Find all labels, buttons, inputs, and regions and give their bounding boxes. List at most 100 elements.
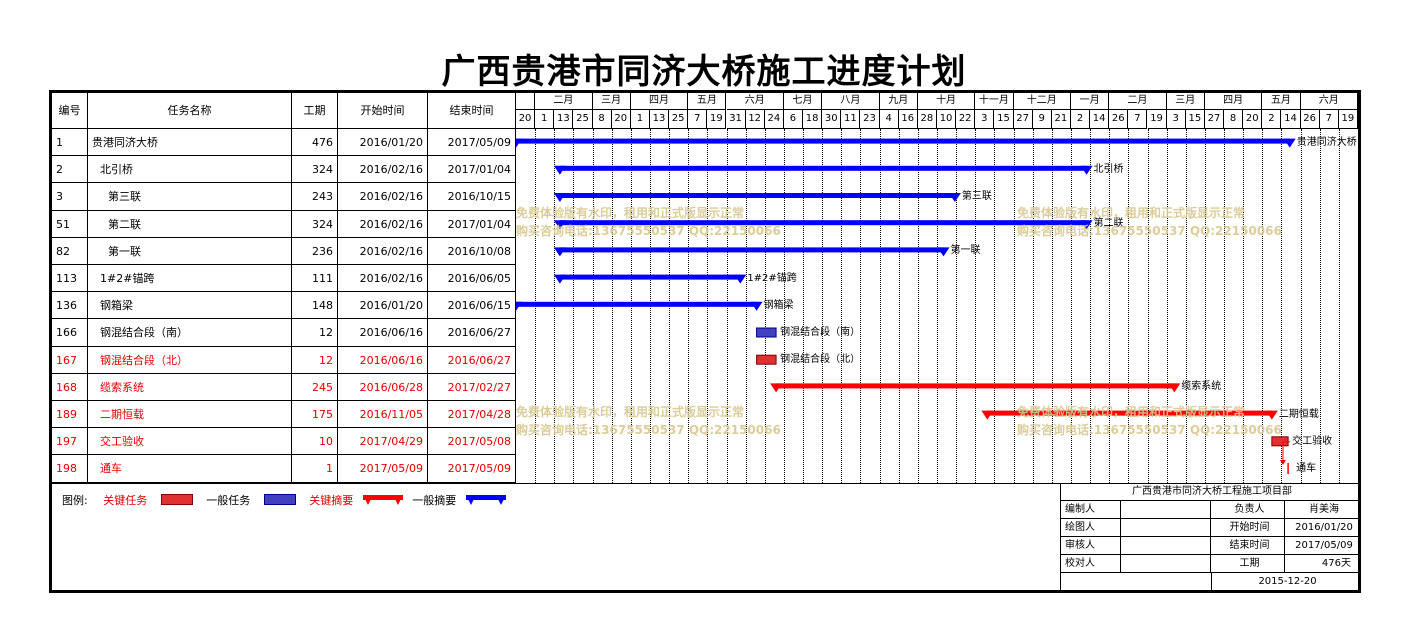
- timeline-month: 七月: [783, 93, 823, 110]
- bar-label: 二期恒载: [1278, 408, 1319, 420]
- info-editor-value: [1121, 501, 1211, 519]
- timeline-day: 13: [649, 110, 670, 129]
- info-reviewer-value: [1121, 537, 1211, 555]
- cell-id: 2: [52, 156, 88, 184]
- timeline-day: 23: [860, 110, 880, 129]
- grid-line: [803, 129, 805, 483]
- timeline-month: 五月: [1262, 93, 1301, 110]
- timeline-month-blank: [516, 93, 536, 110]
- timeline-day: 24: [764, 110, 784, 129]
- legend-normal-summary-label: 一般摘要: [412, 494, 457, 507]
- legend-critical-summary-swatch: [362, 495, 403, 505]
- bar-label: 1#2#锚跨: [747, 272, 797, 284]
- info-checker-value: [1121, 555, 1211, 573]
- cell-end: 2016/06/15: [428, 292, 516, 320]
- cell-end: 2016/06/27: [428, 346, 516, 374]
- timeline-day: 28: [917, 110, 937, 129]
- grid-line: [1185, 129, 1187, 483]
- bar-label: 钢混结合段（南）: [780, 327, 861, 338]
- grid-line: [1243, 129, 1245, 483]
- cell-start: 2016/02/16: [338, 265, 428, 293]
- timeline-day: 12: [745, 110, 765, 129]
- info-date: 2015-12-20: [1211, 573, 1359, 590]
- cell-duration: 10: [292, 428, 338, 456]
- dependency-arrowhead: [1279, 460, 1286, 465]
- legend-critical-summary-label: 关键摘要: [309, 494, 354, 507]
- cell-start: 2016/02/16: [338, 210, 428, 238]
- bar-label: 缆索系统: [1181, 381, 1222, 393]
- timeline-header: 20 1 13 25 8 20 1 13 25 7 19 31 12 24 6 18 30 11 23 4 16 28 10…: [516, 93, 1358, 129]
- timeline-day: 22: [956, 110, 976, 129]
- grid-line: [783, 129, 785, 483]
- grid-line: [1051, 129, 1053, 483]
- info-drawer-label: 绘图人: [1061, 519, 1121, 537]
- cell-end: 2017/05/09: [428, 455, 516, 483]
- cell-id: 3: [52, 183, 88, 211]
- cell-name: 交工验收: [88, 428, 292, 456]
- info-checker-label: 校对人: [1061, 555, 1121, 573]
- cell-name: 钢混结合段（南）: [88, 319, 292, 347]
- cell-id: 1: [52, 129, 88, 157]
- timeline-day: 1: [535, 110, 555, 129]
- cell-name: 二期恒载: [88, 401, 292, 429]
- timeline-month: 八月: [822, 93, 880, 110]
- cell-name: 贵港同济大桥: [88, 129, 292, 157]
- cell-id: 136: [52, 292, 88, 320]
- cell-id: 166: [52, 319, 88, 347]
- gantt-bar: [553, 165, 1093, 175]
- timeline-day: 3: [975, 110, 995, 129]
- timeline-month: 十二月: [1013, 93, 1071, 110]
- timeline-day: 27: [1013, 110, 1033, 129]
- header-start: 开始时间: [338, 93, 428, 129]
- timeline-day: 20: [516, 110, 536, 129]
- info-org: 广西贵港市同济大桥工程施工项目部: [1061, 483, 1359, 501]
- timeline-day: 10: [937, 110, 957, 129]
- timeline-day: 19: [1147, 110, 1167, 129]
- timeline-day: 15: [1185, 110, 1205, 129]
- grid-line: [1070, 129, 1072, 483]
- cell-name: 钢箱梁: [88, 292, 292, 320]
- timeline-month: 三月: [1166, 93, 1205, 110]
- timeline-day: 7: [1128, 110, 1148, 129]
- legend-normal-summary-swatch: [465, 495, 506, 505]
- watermark: 免费体验版有水印，租用和正式版显示正常 购买咨询电话:13675550537 Q…: [516, 403, 781, 439]
- watermark-line2: 购买咨询电话:13675550537 QQ:22150066: [516, 423, 781, 437]
- timeline-day: 4: [879, 110, 899, 129]
- cell-name: 第一联: [88, 237, 292, 265]
- legend-normal-task-swatch: [263, 494, 296, 505]
- cell-id: 197: [52, 428, 88, 456]
- bar-label: 第一联: [950, 245, 981, 257]
- cell-start: 2016/01/20: [338, 292, 428, 320]
- divider: [52, 483, 1358, 484]
- timeline-month: 十月: [917, 93, 976, 110]
- timeline-month: 二月: [535, 93, 593, 110]
- timeline-day: 21: [1051, 110, 1071, 129]
- grid-line: [860, 129, 862, 483]
- timeline-day: 27: [1204, 110, 1225, 129]
- header-id: 编号: [52, 93, 88, 129]
- info-drawer-value: [1121, 519, 1211, 537]
- watermark: 免费体验版有水印，租用和正式版显示正常 购买咨询电话:13675550537 Q…: [1017, 403, 1282, 439]
- grid-line: [1204, 129, 1206, 483]
- cell-id: 189: [52, 401, 88, 429]
- info-block: 广西贵港市同济大桥工程施工项目部 编制人 负责人 肖美海 绘图人 开始时间 20…: [1060, 483, 1359, 590]
- timeline-day: 11: [841, 110, 861, 129]
- gantt-bar: [516, 301, 763, 311]
- timeline-day: 16: [898, 110, 918, 129]
- grid-line: [1262, 129, 1264, 483]
- timeline-day: 8: [592, 110, 612, 129]
- watermark-line2: 购买咨询电话:13675550537 QQ:22150066: [516, 224, 781, 238]
- cell-start: 2016/11/05: [338, 401, 428, 429]
- grid-line: [994, 129, 996, 483]
- grid-line: [937, 129, 938, 483]
- timeline-day: 13: [554, 110, 574, 129]
- cell-duration: 175: [292, 401, 338, 429]
- grid-line: [956, 129, 958, 483]
- gantt-bars: [516, 138, 1296, 474]
- cell-id: 198: [52, 455, 88, 483]
- grid-line: [1013, 129, 1015, 483]
- timeline-day: 2: [1262, 110, 1282, 129]
- timeline-day: 31: [726, 110, 746, 129]
- gantt-bar: [770, 383, 1181, 393]
- grid-line: [764, 129, 766, 483]
